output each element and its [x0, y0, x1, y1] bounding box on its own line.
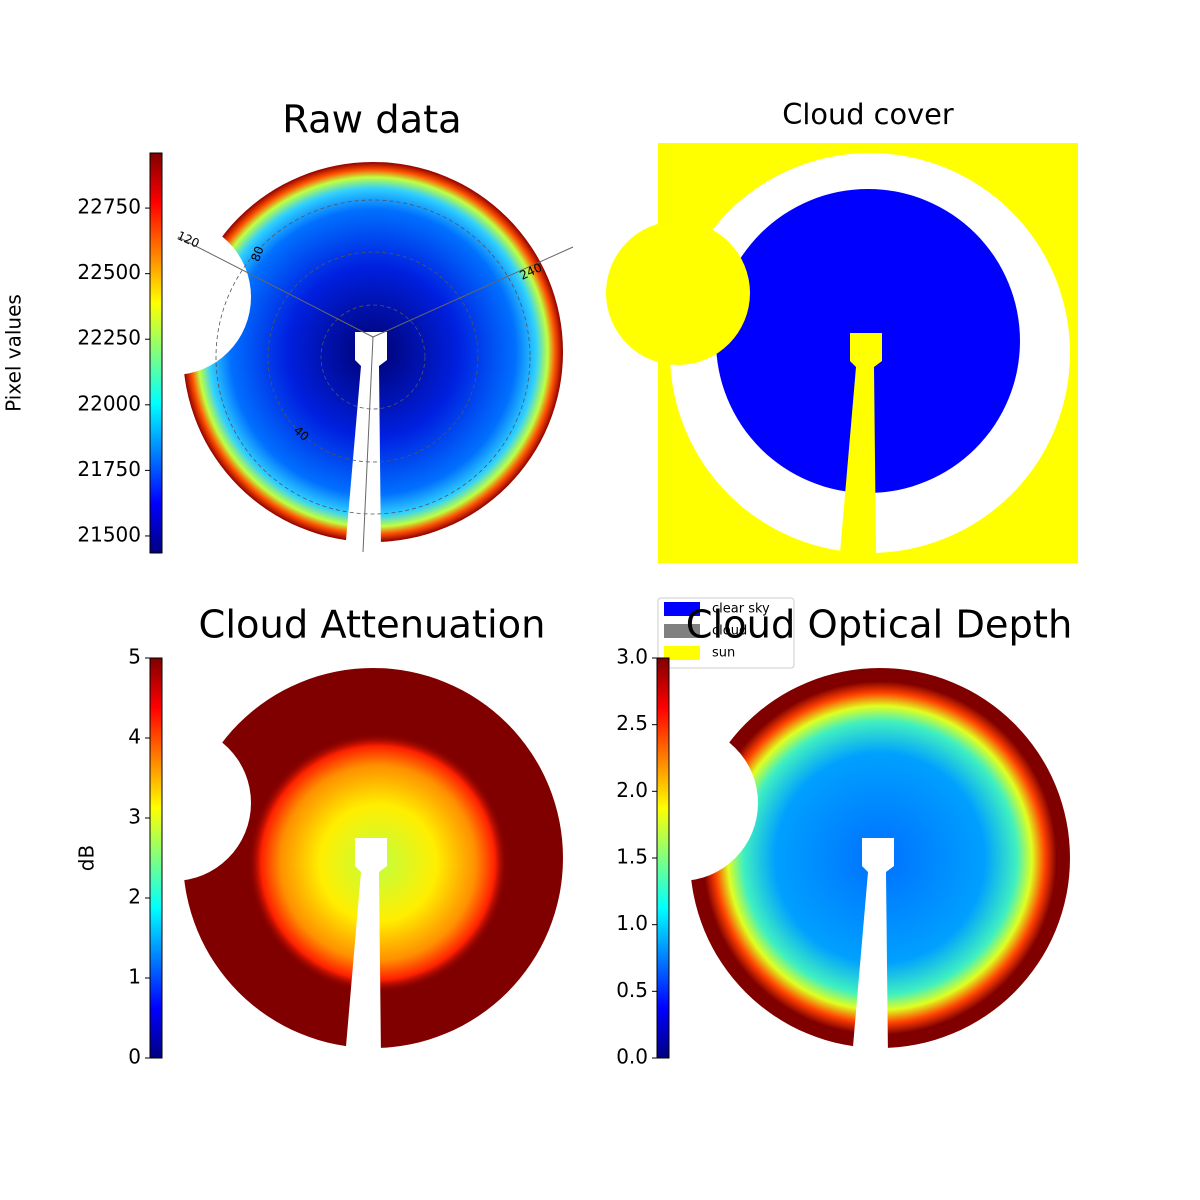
image [606, 221, 750, 365]
y-tick-label: 21750 [77, 457, 141, 481]
y-tick-label: 22250 [77, 326, 141, 350]
y-tick-label: 22500 [77, 260, 141, 284]
polar-grid [267, 251, 479, 463]
mask [95, 725, 251, 881]
y-tick-label: 2 [128, 885, 141, 909]
y-tick-label: 3 [128, 805, 141, 829]
mask [345, 838, 403, 1058]
polar-grid [320, 304, 426, 410]
y-tick-label: 1 [128, 965, 141, 989]
polar-line [372, 246, 574, 338]
y-tick-label: 3.0 [616, 645, 648, 669]
polar-line [177, 236, 374, 338]
y-tick-label: 22000 [77, 391, 141, 415]
y-tick-label: 2.5 [616, 711, 648, 735]
y-tick-label: 5 [128, 645, 141, 669]
y-tick-label: 0.5 [616, 978, 648, 1002]
polar-label: 80 [248, 244, 266, 263]
panel-title: Cloud Attenuation [199, 603, 546, 648]
legend-label: sun [712, 646, 735, 661]
y-tick-label: 22750 [77, 195, 141, 219]
panel-title: Raw data [282, 98, 461, 143]
legend-swatch [664, 624, 700, 638]
y-tick-label: 0 [128, 1045, 141, 1069]
colorbar [149, 152, 163, 554]
legend-swatch [664, 602, 700, 616]
mask [345, 332, 403, 552]
y-tick-label: 1.0 [616, 911, 648, 935]
mask [852, 838, 910, 1058]
colorbar [149, 657, 163, 1059]
y-tick-label: 2.0 [616, 778, 648, 802]
mask [840, 333, 898, 553]
mask [95, 219, 251, 375]
y-tick-label: 1.5 [616, 845, 648, 869]
colorbar-label: Pixel values [2, 294, 26, 412]
legend-swatch [664, 646, 700, 660]
legend-label: cloud [712, 624, 747, 639]
polar-grid [215, 199, 531, 515]
legend-label: clear sky [712, 602, 770, 617]
polar-line [362, 336, 374, 553]
y-tick-label: 21500 [77, 522, 141, 546]
colorbar-label: dB [75, 845, 99, 871]
y-tick-label: 0.0 [616, 1045, 648, 1069]
mask [602, 725, 758, 881]
colorbar [656, 657, 670, 1059]
panel-title: Cloud cover [782, 97, 954, 131]
panel-title: Cloud Optical Depth [686, 603, 1073, 648]
y-tick-label: 4 [128, 725, 141, 749]
